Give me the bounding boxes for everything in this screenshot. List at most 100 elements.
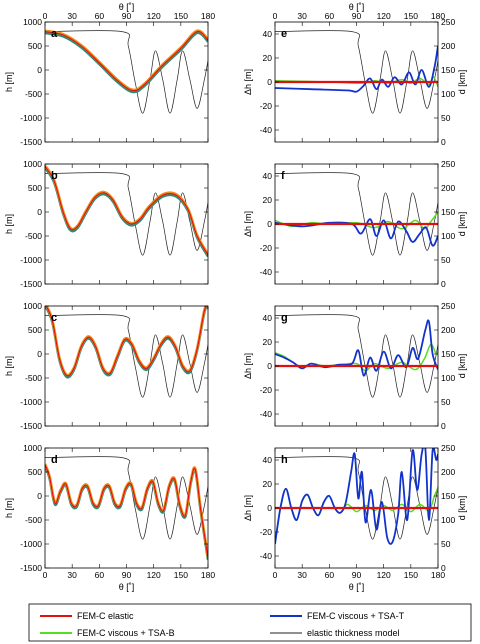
panel-b-ytick-label: -1000 <box>20 255 42 265</box>
panel-h-ytick-label: 40 <box>263 455 273 465</box>
theta-bottom-label-1: θ [˚] <box>349 582 365 592</box>
panel-a-plot-area <box>45 29 208 114</box>
panel-d-ytick-label: 500 <box>28 467 42 477</box>
panel-a-xtick-top-label: 120 <box>147 11 161 21</box>
panel-a-tsa-t-line <box>45 31 208 94</box>
panel-h-xtick-label: 180 <box>431 570 445 580</box>
panel-h-ytick-label: 20 <box>263 479 273 489</box>
panel-h-y2tick-label: 150 <box>441 491 455 501</box>
panel-f-letter: f <box>281 170 285 182</box>
panel-b-ytick-label: 0 <box>37 207 42 217</box>
panel-a-thickness-line <box>45 30 208 114</box>
panel-c-letter: c <box>51 312 57 324</box>
panel-f-tsa-t-line <box>275 218 438 247</box>
panel-g-ytick-label: 20 <box>263 337 273 347</box>
panel-d-ytick-label: -1000 <box>20 539 42 549</box>
panel-g-y2tick-label: 150 <box>441 349 455 359</box>
panel-b-ytick-label: 500 <box>28 183 42 193</box>
panel-a-ytick-label: 500 <box>28 41 42 51</box>
panel-b-ytick-label: -500 <box>25 231 42 241</box>
panel-h-xtick-label: 30 <box>297 570 307 580</box>
panel-c-ytick-label: 1000 <box>23 301 42 311</box>
panel-b-thickness-line <box>45 172 208 256</box>
panel-e-ytick-label: 40 <box>263 29 273 39</box>
panel-g-y2tick-label: 50 <box>441 397 451 407</box>
panel-g-y2tick-label: 250 <box>441 301 455 311</box>
panel-d-letter: d <box>51 454 58 466</box>
panel-d-xtick-label: 60 <box>95 570 105 580</box>
panel-c-ytick-label: -500 <box>25 373 42 383</box>
panel-d-h-axis-label: h [m] <box>4 498 14 518</box>
panel-b-ytick-label: 1000 <box>23 159 42 169</box>
panel-b-tsa-b-line <box>45 164 208 256</box>
panel-g-letter: g <box>281 312 288 324</box>
panel-e-ytick-label: -20 <box>260 101 273 111</box>
panel-a-letter: a <box>51 28 58 40</box>
panel-d-xtick-label: 120 <box>147 570 161 580</box>
panel-e-y2tick-label: 50 <box>441 113 451 123</box>
legend: FEM-C elastic FEM-C viscous + TSA-T FEM-C … <box>28 603 472 642</box>
panel-b-tsa-t-line <box>45 166 208 258</box>
panel-a-xtick-top-label: 0 <box>43 11 48 21</box>
panel-a-xtick-top-label: 150 <box>174 11 188 21</box>
panel-f-y2tick-label: 100 <box>441 231 455 241</box>
panel-e-ytick-label: 0 <box>267 77 272 87</box>
panel-c-h-axis-label: h [m] <box>4 356 14 376</box>
panel-d-plot-area <box>45 456 208 560</box>
panel-d-xtick-label: 90 <box>122 570 132 580</box>
panel-h-tsa-b-line <box>275 487 438 545</box>
panel-a-ytick-label: -1500 <box>20 137 42 147</box>
panel-b-plot-area <box>45 164 208 258</box>
panel-f-dh-axis-label: Δh [m] <box>243 211 253 237</box>
panel-c-plot-area <box>45 306 208 398</box>
panel-b-letter: b <box>51 170 58 182</box>
panel-d-xtick-label: 150 <box>174 570 188 580</box>
panel-h-xtick-label: 0 <box>273 570 278 580</box>
panel-h-xtick-label: 120 <box>377 570 391 580</box>
panel-c-ytick-label: 0 <box>37 349 42 359</box>
panel-g-y2tick-label: 200 <box>441 325 455 335</box>
panel-d-ytick-label: 0 <box>37 491 42 501</box>
legend-box <box>28 603 472 642</box>
panel-g-ytick-label: -20 <box>260 385 273 395</box>
panel-d-xtick-label: 30 <box>67 570 77 580</box>
panel-a-elastic-line <box>45 30 208 92</box>
panel-f-y2tick-label: 150 <box>441 207 455 217</box>
panel-d-elastic-line <box>45 464 208 559</box>
panel-e-xtick-top-label: 30 <box>297 11 307 21</box>
panel-e-xtick-top-label: 150 <box>404 11 418 21</box>
panel-f-ytick-label: 40 <box>263 171 273 181</box>
panel-b-ytick-label: -1500 <box>20 279 42 289</box>
panel-f-plot-area <box>275 172 438 256</box>
panel-b-elastic-line <box>45 166 208 256</box>
panel-h-y2tick-label: 50 <box>441 539 451 549</box>
panel-c-ytick-label: -1500 <box>20 421 42 431</box>
panel-a-ytick-label: -500 <box>25 89 42 99</box>
panel-d-thickness-line <box>45 456 208 540</box>
panel-e-d-axis-label: d [km] <box>457 70 467 95</box>
panel-d-ytick-label: -500 <box>25 515 42 525</box>
panel-h-xtick-label: 150 <box>404 570 418 580</box>
panel-d-xtick-label: 180 <box>201 570 215 580</box>
theta-top-label-1: θ [˚] <box>349 2 365 12</box>
panel-a-xtick-top-label: 90 <box>122 11 132 21</box>
panel-e-y2tick-label: 200 <box>441 41 455 51</box>
panel-e-xtick-top-label: 0 <box>273 11 278 21</box>
panel-d-xtick-label: 0 <box>43 570 48 580</box>
panel-f-ytick-label: -40 <box>260 267 273 277</box>
panel-e-y2tick-label: 0 <box>441 137 446 147</box>
panel-h-xtick-label: 60 <box>325 570 335 580</box>
panel-e-xtick-top-label: 120 <box>377 11 391 21</box>
panel-e-xtick-top-label: 180 <box>431 11 445 21</box>
panel-a-xtick-top-label: 180 <box>201 11 215 21</box>
panel-f-thickness-line <box>275 172 438 256</box>
panel-f-ytick-label: 0 <box>267 219 272 229</box>
panel-e-xtick-top-label: 90 <box>352 11 362 21</box>
panel-h-letter: h <box>281 454 288 466</box>
panel-g-thickness-line <box>275 314 438 398</box>
panel-d-frame <box>44 447 209 569</box>
panel-f-d-axis-label: d [km] <box>457 212 467 237</box>
panel-g-ytick-label: 40 <box>263 313 273 323</box>
panel-e-plot-area <box>275 30 438 114</box>
